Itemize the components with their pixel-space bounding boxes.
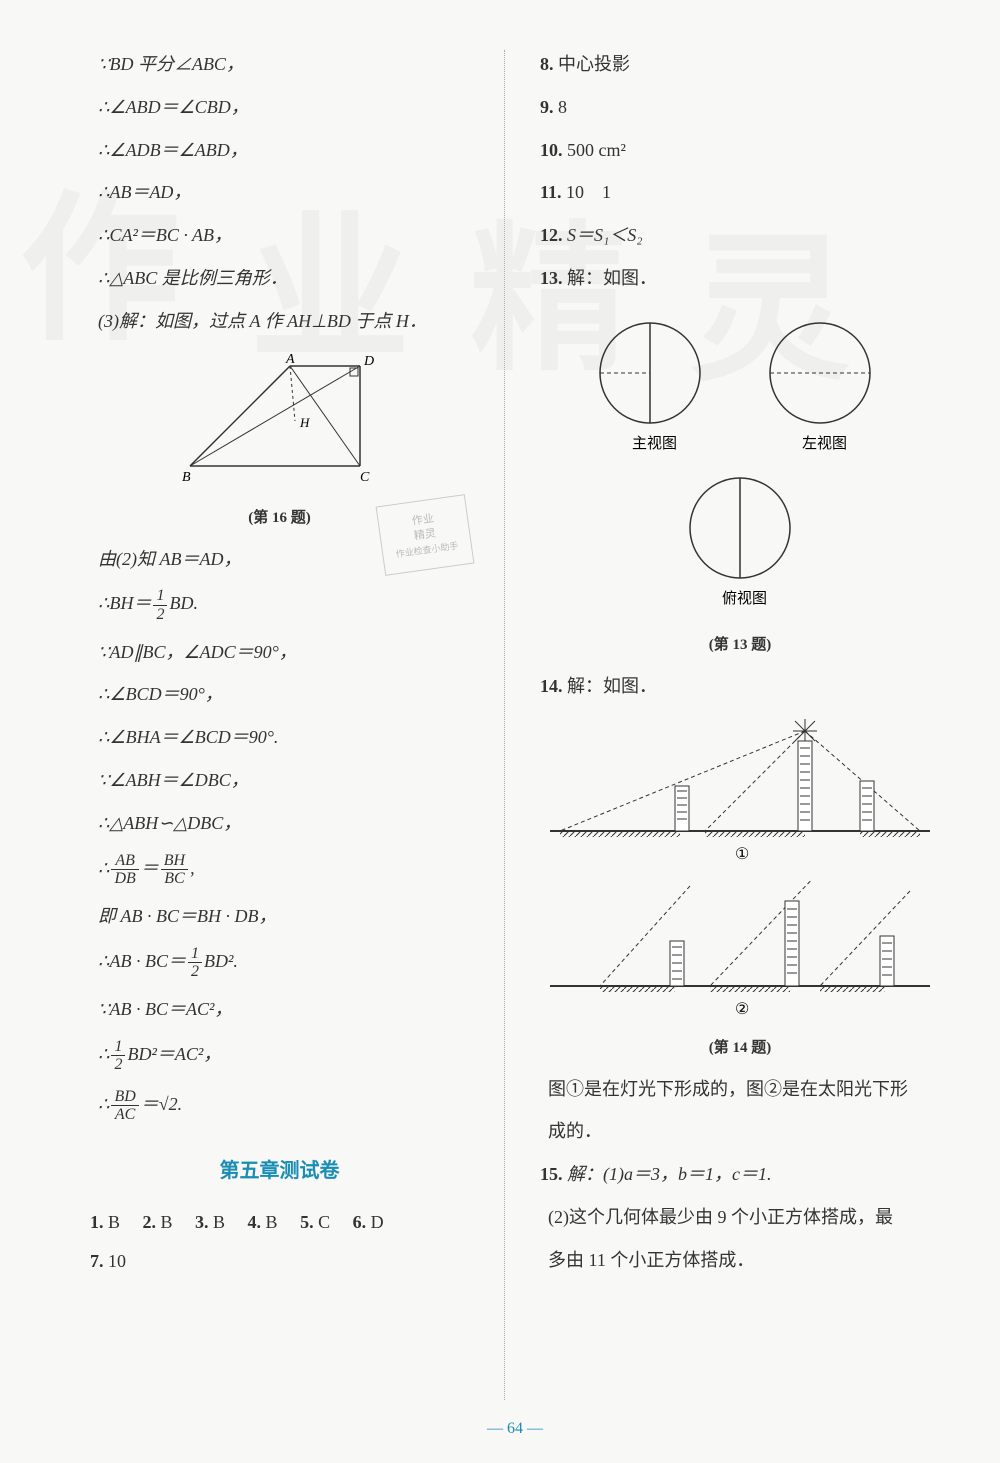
proof-line: ∴BDAC＝√2. bbox=[90, 1088, 469, 1124]
proof-line: ∴△ABH∽△DBC， bbox=[90, 809, 469, 838]
text: ∴ bbox=[98, 1094, 109, 1114]
figure-14-2-svg: ② bbox=[540, 881, 940, 1021]
figure-13-bottom-svg: 俯视图 bbox=[640, 468, 840, 618]
answer-line: 9. 8 bbox=[540, 93, 940, 122]
answer-line: 多由 11 个小正方体搭成． bbox=[540, 1246, 940, 1275]
answer-line: 10. 500 cm² bbox=[540, 136, 940, 165]
q-num: 6. bbox=[353, 1212, 367, 1232]
page-number: — 64 — bbox=[90, 1420, 940, 1438]
proof-line: ∴∠BHA＝∠BCD＝90°. bbox=[90, 723, 469, 752]
figure-16: A D B C H bbox=[90, 351, 469, 491]
text: BD². bbox=[204, 951, 238, 971]
chapter-5-title: 第五章测试卷 bbox=[90, 1154, 469, 1183]
left-view-label: 左视图 bbox=[802, 435, 847, 452]
answer-line: 15. 解：(1)a＝3，b＝1，c＝1. bbox=[540, 1160, 940, 1189]
figure-13-caption: (第 13 题) bbox=[540, 633, 940, 654]
q-num: 2. bbox=[143, 1212, 157, 1232]
svg-text:B: B bbox=[182, 470, 191, 485]
right-column: 8. 中心投影 9. 8 10. 500 cm² 11. 10 1 12. S＝… bbox=[540, 50, 940, 1400]
left-column: ∵BD 平分∠ABC， ∴∠ABD＝∠CBD， ∴∠ADB＝∠ABD， ∴AB＝… bbox=[90, 50, 469, 1400]
fraction: ABDB bbox=[111, 852, 138, 888]
text: ＝ bbox=[141, 858, 159, 878]
answer-line: 8. 中心投影 bbox=[540, 50, 940, 79]
proof-line: ∴12BD²＝AC²， bbox=[90, 1038, 469, 1074]
svg-text:A: A bbox=[285, 352, 295, 367]
column-divider bbox=[504, 50, 505, 1400]
explain-line: 成的． bbox=[540, 1117, 940, 1146]
answer: B bbox=[108, 1212, 120, 1232]
mcq-answers: 7. 10 bbox=[90, 1242, 469, 1282]
proof-line: ∴∠ADB＝∠ABD， bbox=[90, 136, 469, 165]
figure-16-caption: (第 16 题) bbox=[90, 506, 469, 527]
proof-line: ∴BH＝12BD. bbox=[90, 587, 469, 623]
proof-line: ∵∠ABH＝∠DBC， bbox=[90, 766, 469, 795]
text: BD²＝AC²， bbox=[127, 1044, 221, 1064]
text: ∴ bbox=[98, 858, 109, 878]
figure-14-2: ② bbox=[540, 881, 940, 1021]
svg-text:①: ① bbox=[735, 846, 749, 863]
figure-14-1: ① bbox=[540, 716, 940, 866]
proof-line: ∵AB · BC＝AC²， bbox=[90, 995, 469, 1024]
proof-line: ∵AD∥BC，∠ADC＝90°， bbox=[90, 638, 469, 667]
answer: 10 bbox=[108, 1251, 126, 1271]
answer: C bbox=[318, 1212, 330, 1232]
proof-line: 即 AB · BC＝BH · DB， bbox=[90, 902, 469, 931]
figure-13: 主视图 左视图 俯视图 bbox=[540, 308, 940, 618]
svg-text:②: ② bbox=[735, 1001, 749, 1018]
text: , bbox=[190, 858, 195, 878]
svg-text:H: H bbox=[299, 415, 310, 430]
proof-line: 由(2)知 AB＝AD， bbox=[90, 545, 469, 574]
svg-text:C: C bbox=[360, 470, 370, 485]
svg-text:D: D bbox=[363, 354, 374, 369]
fraction: 12 bbox=[153, 587, 167, 623]
text: ＝√2. bbox=[141, 1094, 182, 1114]
proof-line: ∴AB · BC＝12BD². bbox=[90, 945, 469, 981]
front-view-label: 主视图 bbox=[632, 435, 677, 452]
answer: D bbox=[371, 1212, 384, 1232]
answer-line: 12. S＝S₁＜S₂ bbox=[540, 221, 940, 250]
answer-line: (2)这个几何体最少由 9 个小正方体搭成，最 bbox=[540, 1203, 940, 1232]
proof-line: ∴∠BCD＝90°， bbox=[90, 680, 469, 709]
answer-line: 13. 解：如图． bbox=[540, 264, 940, 293]
figure-16-svg: A D B C H bbox=[160, 351, 400, 491]
figure-14-1-svg: ① bbox=[540, 716, 940, 866]
text: ∴ bbox=[98, 1044, 109, 1064]
q-num: 5. bbox=[300, 1212, 314, 1232]
q-num: 3. bbox=[195, 1212, 209, 1232]
q-num: 1. bbox=[90, 1212, 104, 1232]
answer-line: 14. 解：如图． bbox=[540, 672, 940, 701]
answer: B bbox=[266, 1212, 278, 1232]
q-num: 7. bbox=[90, 1251, 104, 1271]
top-view-label: 俯视图 bbox=[722, 590, 767, 607]
figure-13-top-svg: 主视图 左视图 bbox=[560, 308, 920, 468]
q-num: 4. bbox=[248, 1212, 262, 1232]
proof-line: ∴△ABC 是比例三角形． bbox=[90, 264, 469, 293]
text: ∴AB · BC＝ bbox=[98, 951, 186, 971]
fraction: 12 bbox=[111, 1038, 125, 1074]
fraction: 12 bbox=[188, 945, 202, 981]
answer-line: 11. 10 1 bbox=[540, 178, 940, 207]
proof-line: ∴∠ABD＝∠CBD， bbox=[90, 93, 469, 122]
proof-line: ∵BD 平分∠ABC， bbox=[90, 50, 469, 79]
fraction: BHBC bbox=[161, 852, 188, 888]
text: BD. bbox=[169, 594, 198, 614]
content-columns: ∵BD 平分∠ABC， ∴∠ABD＝∠CBD， ∴∠ADB＝∠ABD， ∴AB＝… bbox=[90, 50, 940, 1400]
proof-line: (3)解：如图，过点 A 作 AH⊥BD 于点 H． bbox=[90, 307, 469, 336]
mcq-answers: 1. B 2. B 3. B 4. B 5. C 6. D bbox=[90, 1203, 469, 1243]
explain-line: 图①是在灯光下形成的，图②是在太阳光下形 bbox=[540, 1075, 940, 1104]
proof-line: ∴AB＝AD， bbox=[90, 178, 469, 207]
figure-14-caption: (第 14 题) bbox=[540, 1036, 940, 1057]
fraction: BDAC bbox=[111, 1088, 138, 1124]
proof-line: ∴ABDB＝BHBC, bbox=[90, 852, 469, 888]
text: ∴BH＝ bbox=[98, 594, 151, 614]
proof-line: ∴CA²＝BC · AB， bbox=[90, 221, 469, 250]
answer: B bbox=[213, 1212, 225, 1232]
answer: B bbox=[161, 1212, 173, 1232]
